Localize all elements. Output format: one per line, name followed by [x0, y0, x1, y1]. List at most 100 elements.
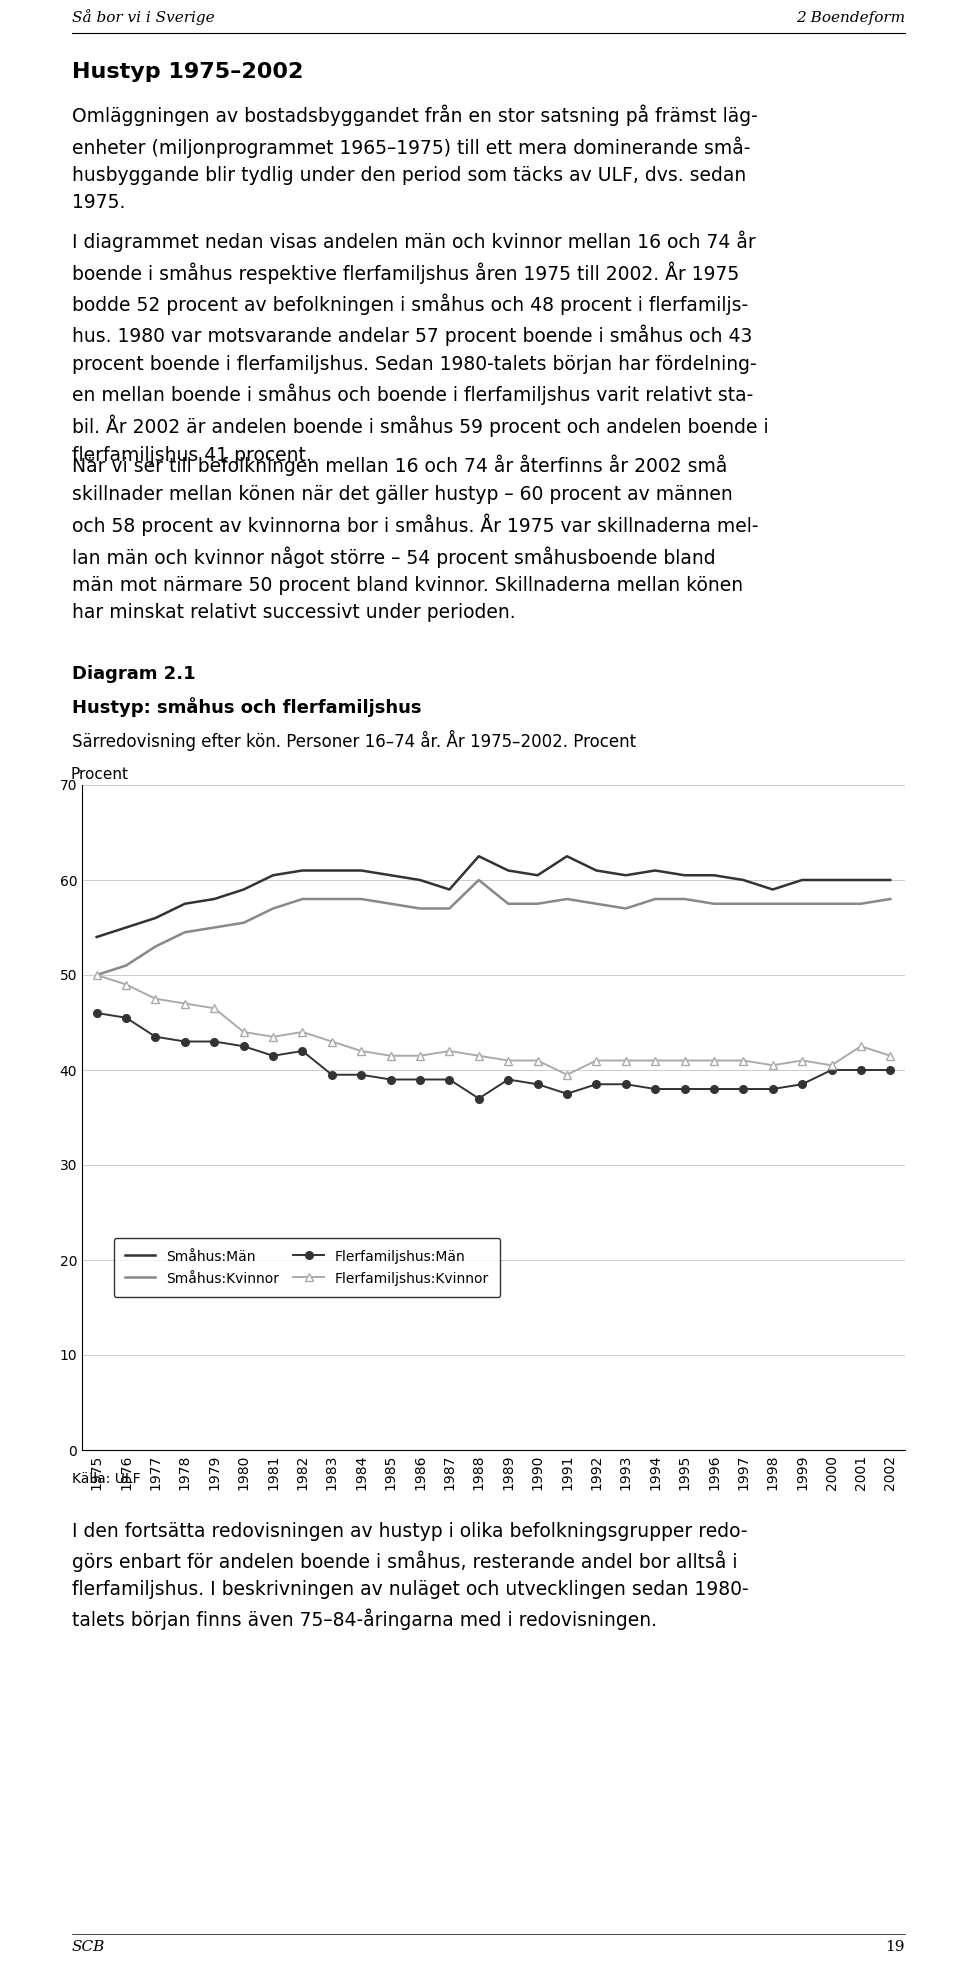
Flerfamiljshus:Män: [649, 1077, 660, 1100]
Flerfamiljshus:Kvinnor: [415, 1043, 426, 1067]
Småhus:Kvinnor: [767, 893, 779, 916]
Småhus:Kvinnor: [855, 893, 867, 916]
Småhus:Män: [473, 845, 485, 869]
Text: Hustyp 1975–2002: Hustyp 1975–2002: [72, 61, 303, 81]
Småhus:Kvinnor: [208, 916, 220, 940]
Flerfamiljshus:Män: [208, 1029, 220, 1053]
Text: 19: 19: [885, 1939, 905, 1953]
Småhus:Kvinnor: [180, 920, 191, 944]
Småhus:Män: [826, 869, 837, 893]
Flerfamiljshus:Män: [120, 1005, 132, 1029]
Småhus:Män: [620, 863, 632, 887]
Småhus:Kvinnor: [590, 893, 602, 916]
Flerfamiljshus:Kvinnor: [473, 1043, 485, 1067]
Småhus:Kvinnor: [385, 893, 396, 916]
Flerfamiljshus:Kvinnor: [297, 1019, 308, 1043]
Flerfamiljshus:Män: [297, 1039, 308, 1063]
Småhus:Män: [415, 869, 426, 893]
Flerfamiljshus:Män: [502, 1067, 514, 1090]
Småhus:Kvinnor: [238, 910, 250, 934]
Flerfamiljshus:Kvinnor: [679, 1049, 690, 1073]
Line: Småhus:Kvinnor: Småhus:Kvinnor: [97, 881, 890, 976]
Småhus:Män: [91, 924, 103, 948]
Flerfamiljshus:Kvinnor: [767, 1053, 779, 1077]
Småhus:Män: [355, 859, 367, 883]
Småhus:Kvinnor: [91, 964, 103, 988]
Småhus:Män: [649, 859, 660, 883]
Småhus:Män: [150, 906, 161, 930]
Småhus:Kvinnor: [355, 887, 367, 910]
Småhus:Kvinnor: [120, 954, 132, 978]
Flerfamiljshus:Kvinnor: [208, 995, 220, 1019]
Flerfamiljshus:Kvinnor: [326, 1029, 338, 1053]
Flerfamiljshus:Kvinnor: [267, 1025, 278, 1049]
Text: När vi ser till befolkningen mellan 16 och 74 år återfinns år 2002 små
skillnade: När vi ser till befolkningen mellan 16 o…: [72, 455, 758, 621]
Legend: Småhus:Män, Småhus:Kvinnor, Flerfamiljshus:Män, Flerfamiljshus:Kvinnor: Småhus:Män, Småhus:Kvinnor, Flerfamiljsh…: [113, 1239, 500, 1296]
Småhus:Kvinnor: [797, 893, 808, 916]
Line: Småhus:Män: Småhus:Män: [97, 857, 890, 936]
Flerfamiljshus:Män: [267, 1043, 278, 1067]
Text: Omläggningen av bostadsbyggandet från en stor satsning på främst läg-
enheter (m: Omläggningen av bostadsbyggandet från en…: [72, 105, 757, 212]
Text: I diagrammet nedan visas andelen män och kvinnor mellan 16 och 74 år
boende i sm: I diagrammet nedan visas andelen män och…: [72, 230, 769, 465]
Flerfamiljshus:Män: [473, 1086, 485, 1110]
Flerfamiljshus:Män: [679, 1077, 690, 1100]
Småhus:Kvinnor: [444, 896, 455, 920]
Småhus:Män: [444, 877, 455, 900]
Flerfamiljshus:Kvinnor: [737, 1049, 749, 1073]
Småhus:Män: [797, 869, 808, 893]
Flerfamiljshus:Män: [737, 1077, 749, 1100]
Småhus:Kvinnor: [649, 887, 660, 910]
Småhus:Män: [326, 859, 338, 883]
Småhus:Kvinnor: [150, 934, 161, 958]
Småhus:Kvinnor: [679, 887, 690, 910]
Flerfamiljshus:Män: [590, 1073, 602, 1096]
Flerfamiljshus:Kvinnor: [238, 1019, 250, 1043]
Småhus:Kvinnor: [562, 887, 573, 910]
Småhus:Män: [180, 893, 191, 916]
Flerfamiljshus:Kvinnor: [884, 1043, 896, 1067]
Flerfamiljshus:Kvinnor: [385, 1043, 396, 1067]
Flerfamiljshus:Kvinnor: [855, 1035, 867, 1059]
Småhus:Kvinnor: [326, 887, 338, 910]
Flerfamiljshus:Kvinnor: [180, 991, 191, 1015]
Småhus:Män: [120, 916, 132, 940]
Småhus:Kvinnor: [826, 893, 837, 916]
Småhus:Män: [385, 863, 396, 887]
Småhus:Kvinnor: [297, 887, 308, 910]
Text: I den fortsätta redovisningen av hustyp i olika befolkningsgrupper redo-
görs en: I den fortsätta redovisningen av hustyp …: [72, 1522, 749, 1631]
Småhus:Kvinnor: [415, 896, 426, 920]
Flerfamiljshus:Kvinnor: [797, 1049, 808, 1073]
Småhus:Män: [590, 859, 602, 883]
Flerfamiljshus:Män: [385, 1067, 396, 1090]
Flerfamiljshus:Män: [180, 1029, 191, 1053]
Flerfamiljshus:Män: [150, 1025, 161, 1049]
Småhus:Kvinnor: [620, 896, 632, 920]
Flerfamiljshus:Män: [355, 1063, 367, 1086]
Flerfamiljshus:Kvinnor: [826, 1053, 837, 1077]
Småhus:Män: [297, 859, 308, 883]
Text: SCB: SCB: [72, 1939, 106, 1953]
Småhus:Män: [208, 887, 220, 910]
Flerfamiljshus:Kvinnor: [562, 1063, 573, 1086]
Småhus:Kvinnor: [473, 869, 485, 893]
Flerfamiljshus:Män: [884, 1059, 896, 1083]
Flerfamiljshus:Kvinnor: [708, 1049, 720, 1073]
Småhus:Kvinnor: [884, 887, 896, 910]
Småhus:Män: [502, 859, 514, 883]
Småhus:Män: [884, 869, 896, 893]
Flerfamiljshus:Kvinnor: [620, 1049, 632, 1073]
Text: Så bor vi i Sverige: Så bor vi i Sverige: [72, 10, 215, 26]
Småhus:Kvinnor: [267, 896, 278, 920]
Flerfamiljshus:Kvinnor: [649, 1049, 660, 1073]
Flerfamiljshus:Män: [620, 1073, 632, 1096]
Småhus:Kvinnor: [708, 893, 720, 916]
Småhus:Kvinnor: [502, 893, 514, 916]
Flerfamiljshus:Kvinnor: [502, 1049, 514, 1073]
Text: Diagram 2.1: Diagram 2.1: [72, 665, 196, 683]
Flerfamiljshus:Män: [238, 1035, 250, 1059]
Småhus:Män: [737, 869, 749, 893]
Flerfamiljshus:Män: [532, 1073, 543, 1096]
Flerfamiljshus:Kvinnor: [532, 1049, 543, 1073]
Text: Källa: ULF: Källa: ULF: [72, 1472, 140, 1486]
Småhus:Män: [532, 863, 543, 887]
